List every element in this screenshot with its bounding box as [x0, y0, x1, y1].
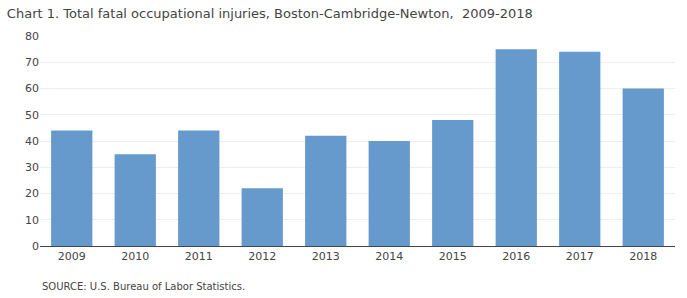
svg-text:2009: 2009 [58, 250, 86, 263]
svg-text:2011: 2011 [185, 250, 213, 263]
svg-text:60: 60 [25, 82, 39, 95]
svg-text:50: 50 [25, 109, 39, 122]
svg-text:2014: 2014 [375, 250, 403, 263]
svg-text:2015: 2015 [439, 250, 467, 263]
svg-text:70: 70 [25, 56, 39, 69]
svg-text:2017: 2017 [566, 250, 594, 263]
svg-text:2010: 2010 [121, 250, 149, 263]
svg-text:2012: 2012 [248, 250, 276, 263]
svg-text:2016: 2016 [502, 250, 530, 263]
svg-text:SOURCE: U.S. Bureau of Labor S: SOURCE: U.S. Bureau of Labor Statistics. [42, 281, 245, 292]
svg-text:2013: 2013 [312, 250, 340, 263]
svg-text:10: 10 [25, 214, 39, 227]
svg-text:40: 40 [25, 135, 39, 148]
svg-text:30: 30 [25, 161, 39, 174]
svg-text:20: 20 [25, 187, 39, 200]
svg-text:0: 0 [32, 240, 39, 253]
svg-text:2018: 2018 [629, 250, 657, 263]
svg-text:80: 80 [25, 30, 39, 43]
svg-text:Chart 1. Total fatal occupatio: Chart 1. Total fatal occupational injuri… [7, 6, 533, 21]
